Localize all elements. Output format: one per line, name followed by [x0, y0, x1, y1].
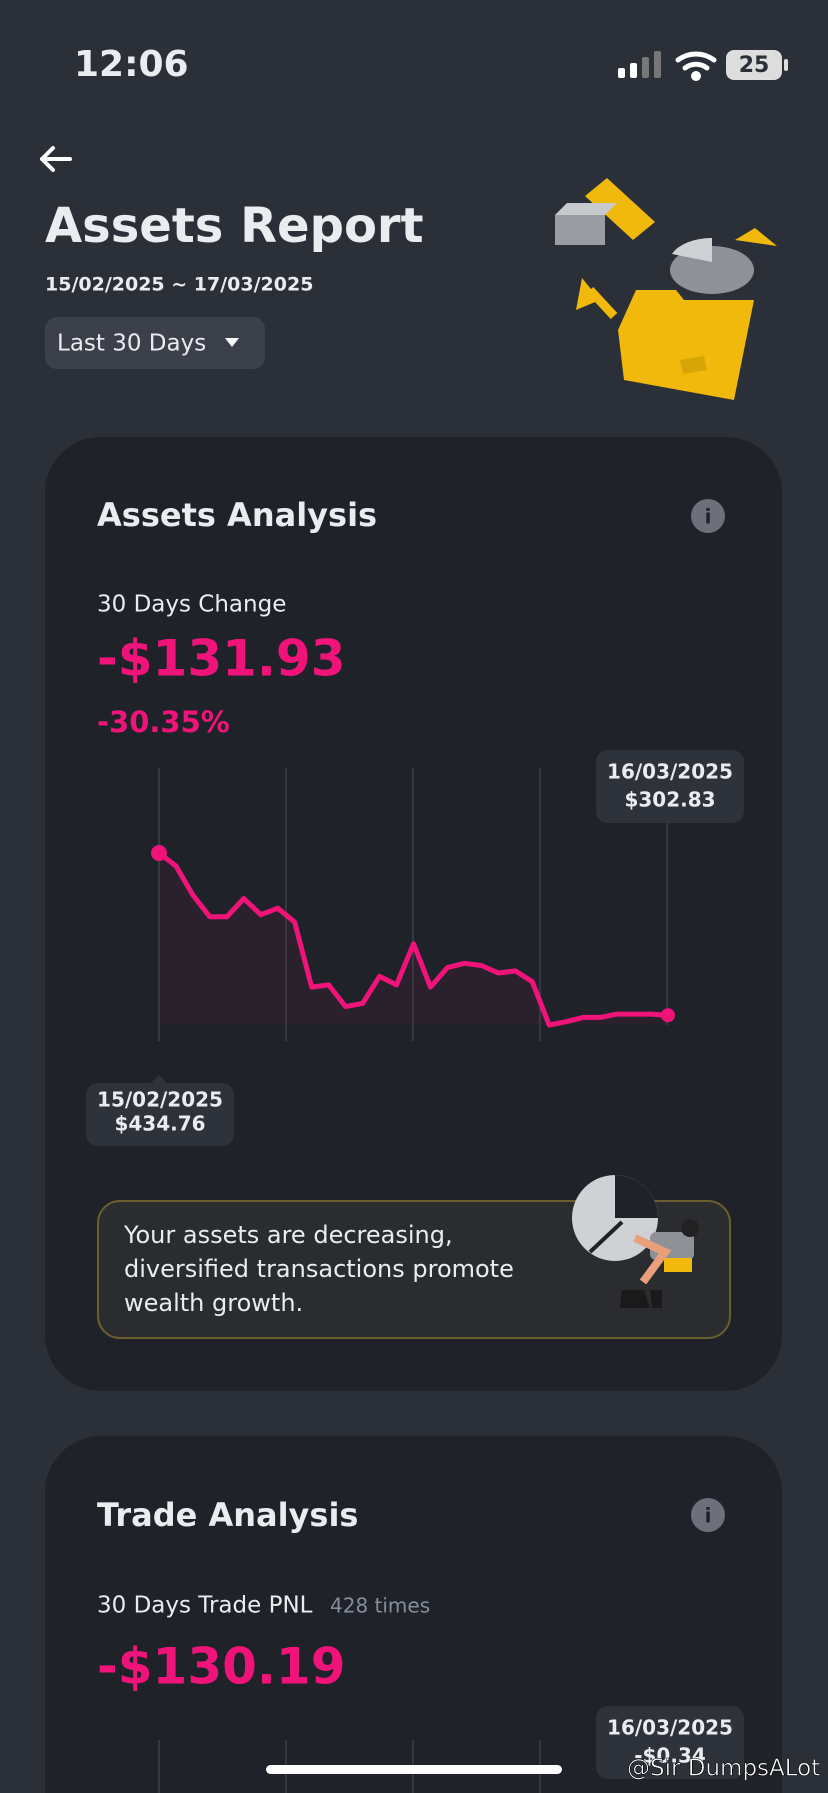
home-indicator	[266, 1765, 562, 1774]
header-illustration	[555, 178, 777, 400]
change-percent: -30.35%	[97, 705, 230, 739]
end-tooltip	[596, 1706, 744, 1779]
end-tooltip-value: -$0.34	[634, 1744, 706, 1768]
end-point	[661, 1008, 675, 1023]
line-area	[159, 853, 668, 1025]
dropdown-caret	[225, 338, 239, 347]
trade-card	[45, 1436, 782, 1793]
end-tooltip-date: 16/03/2025	[607, 1716, 733, 1740]
pnl-label: 30 Days Trade PNL	[97, 1593, 313, 1619]
wifi-icon	[675, 51, 717, 81]
signal-icon	[618, 51, 661, 78]
card-title: Assets Analysis	[97, 496, 377, 534]
line-chart	[151, 845, 675, 1028]
card-title: Trade Analysis	[97, 1496, 358, 1534]
change-label: 30 Days Change	[97, 592, 286, 618]
battery-icon	[726, 50, 782, 80]
watermark: @Sir DumpsALot	[627, 1756, 820, 1782]
status-time: 12:06	[74, 44, 189, 85]
info-glyph: i	[705, 1504, 712, 1528]
end-tooltip	[596, 750, 744, 823]
period-button-label: Last 30 Days	[57, 331, 206, 357]
start-tooltip-value: $434.76	[114, 1112, 205, 1136]
date-range: 15/02/2025 ~ 17/03/2025	[45, 274, 313, 296]
start-tooltip-date: 15/02/2025	[97, 1088, 223, 1112]
trade-count: 428 times	[330, 1594, 430, 1618]
message-box	[97, 1200, 731, 1339]
line	[156, 850, 671, 1028]
info-glyph: i	[705, 505, 712, 529]
change-value: -$131.93	[97, 630, 346, 688]
back-button[interactable]	[40, 146, 72, 172]
info-icon[interactable]	[691, 499, 725, 533]
tooltip-pointer	[151, 1075, 167, 1083]
battery-level: 25	[739, 53, 770, 78]
start-tooltip	[86, 1083, 234, 1146]
end-tooltip-date: 16/03/2025	[607, 760, 733, 784]
page-title: Assets Report	[45, 198, 424, 254]
info-icon[interactable]	[691, 1498, 725, 1532]
end-tooltip-value: $302.83	[624, 788, 715, 812]
period-button[interactable]	[45, 317, 265, 369]
battery-cap	[784, 59, 788, 71]
message-text: Your assets are decreasing, diversified …	[124, 1221, 514, 1317]
message-illustration	[572, 1175, 699, 1308]
start-point	[151, 845, 167, 861]
pnl-value: -$130.19	[97, 1638, 346, 1696]
